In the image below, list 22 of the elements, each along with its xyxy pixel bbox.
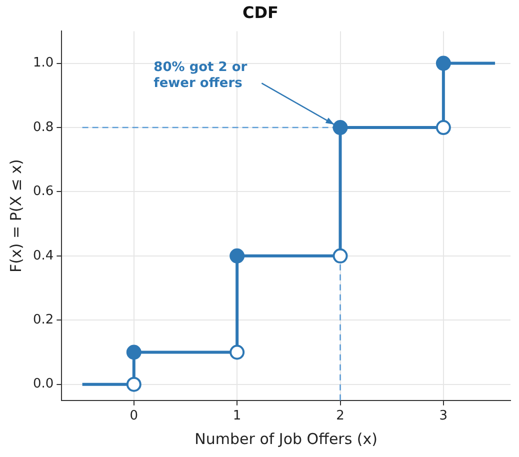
chart-title: CDF	[242, 2, 278, 22]
y-tick-label: 1.0	[32, 56, 54, 71]
y-tick-label: 0.4	[32, 248, 54, 264]
y-tick-label: 0.2	[32, 312, 54, 328]
point	[230, 248, 245, 264]
x-tick-label: 2	[336, 408, 344, 424]
y-tick-label: 0.8	[32, 120, 54, 135]
point	[436, 120, 451, 136]
point	[230, 344, 245, 360]
x-tick-label: 1	[232, 408, 242, 424]
y-axis-title: F(x) = P(X ≤ x)	[6, 159, 25, 272]
point	[332, 120, 348, 136]
x-tick-label: 3	[439, 408, 448, 424]
x-tick-label: 0	[130, 408, 138, 424]
point	[126, 344, 142, 360]
point	[332, 248, 348, 264]
annotation: 80% got 2 or fewer offers	[154, 60, 248, 92]
point	[436, 56, 451, 71]
x-axis-title: Number of Job Offers (x)	[194, 430, 378, 448]
point	[126, 376, 142, 392]
y-tick-label: 0.0	[32, 376, 54, 392]
y-tick-label: 0.6	[32, 184, 54, 200]
